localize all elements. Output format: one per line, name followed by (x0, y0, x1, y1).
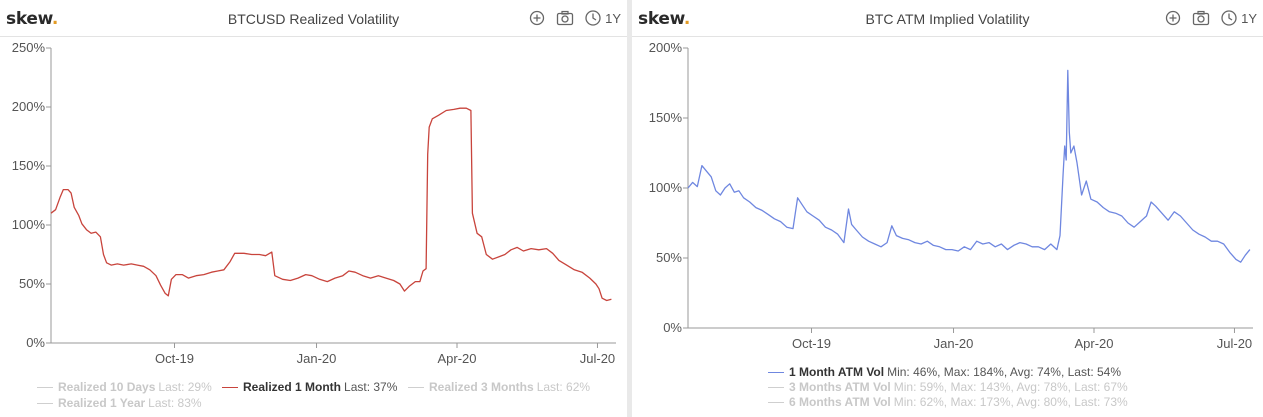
legend-item[interactable]: Realized 3 Months Last: 62% (408, 380, 590, 395)
y-tick-label: 0% (663, 320, 682, 335)
panel-divider (627, 0, 632, 417)
legend-series-name: 1 Month ATM Vol (789, 365, 885, 379)
y-tick-label: 150% (649, 110, 683, 125)
legend-swatch (37, 403, 53, 404)
chart-toolbar: 1Y (528, 9, 621, 27)
chart-title: BTCUSD Realized Volatility (227, 11, 400, 27)
legend-item[interactable]: Realized 1 Year Last: 83% (37, 396, 202, 411)
implied-vol-panel: skew. BTC ATM Implied Volatility 1Y 0% 50… (632, 0, 1263, 417)
y-tick-label: 100% (649, 180, 683, 195)
legend-series-name: Realized 1 Month (243, 380, 342, 394)
chart-title: BTC ATM Implied Volatility (865, 11, 1030, 27)
realized-vol-chart: 0% 50% 100% 150% 200% 250% Oct-19 Jan-20 Apr-20 J… (12, 40, 616, 366)
legend-swatch (408, 387, 424, 388)
clock-icon (585, 10, 601, 26)
panel-header: skew. BTC ATM Implied Volatility 1Y (632, 0, 1263, 37)
y-tick-label: 150% (12, 158, 46, 173)
legend-series-name: 3 Months ATM Vol (789, 380, 891, 394)
legend-series-name: Realized 3 Months (429, 380, 534, 394)
chart-toolbar: 1Y (1164, 9, 1257, 27)
zoom-in-icon[interactable] (1164, 9, 1182, 27)
realized-vol-panel: skew. BTCUSD Realized Volatility 1Y 0% 50… (0, 0, 627, 417)
legend-item[interactable]: 1 Month ATM Vol Min: 46%, Max: 184%, Avg:… (768, 365, 1121, 380)
legend-series-stat: Min: 46%, Max: 184%, Avg: 74%, Last: 54% (887, 365, 1121, 379)
x-tick-label: Oct-19 (792, 336, 831, 351)
legend-series-stat: Last: 62% (536, 380, 591, 394)
legend-series-name: Realized 1 Year (58, 396, 146, 410)
legend-series-stat: Last: 29% (158, 380, 212, 394)
x-tick-label: Apr-20 (437, 351, 476, 366)
y-tick-label: 100% (12, 217, 46, 232)
legend-series-name: 6 Months ATM Vol (789, 395, 891, 409)
x-tick-label: Jul-20 (1217, 336, 1252, 351)
x-tick-label: Jan-20 (934, 336, 974, 351)
legend-item[interactable]: Realized 10 Days Last: 29% (37, 380, 212, 395)
legend-series-stat: Min: 62%, Max: 173%, Avg: 80%, Last: 73% (893, 395, 1128, 409)
y-tick-label: 0% (26, 335, 45, 350)
series-line[interactable] (50, 107, 612, 302)
legend-item[interactable]: 3 Months ATM Vol Min: 59%, Max: 143%, Avg… (768, 380, 1128, 395)
clock-icon (1221, 10, 1237, 26)
legend-item[interactable]: Realized 1 Month Last: 37% (222, 380, 397, 395)
x-tick-label: Oct-19 (155, 351, 194, 366)
legend-series-stat: Min: 59%, Max: 143%, Avg: 78%, Last: 67% (893, 380, 1128, 394)
time-range-button[interactable]: 1Y (584, 9, 621, 27)
legend-series-stat: Last: 37% (344, 380, 398, 394)
y-tick-label: 50% (19, 276, 45, 291)
panel-header: skew. BTCUSD Realized Volatility 1Y (0, 0, 627, 37)
zoom-in-icon[interactable] (528, 9, 546, 27)
y-tick-label: 250% (12, 40, 46, 55)
x-tick-label: Apr-20 (1074, 336, 1113, 351)
legend-series-stat: Last: 83% (148, 396, 202, 410)
y-tick-label: 200% (649, 40, 683, 55)
series-line[interactable] (687, 69, 1251, 263)
time-range-button[interactable]: 1Y (1220, 9, 1257, 27)
x-tick-label: Jul-20 (580, 351, 615, 366)
legend-swatch (222, 387, 238, 388)
legend-swatch (768, 387, 784, 388)
y-tick-label: 50% (656, 250, 682, 265)
legend-swatch (768, 372, 784, 373)
x-tick-label: Jan-20 (297, 351, 337, 366)
time-range-label: 1Y (605, 10, 621, 26)
y-tick-label: 200% (12, 99, 46, 114)
legend-swatch (37, 387, 53, 388)
skew-logo: skew. (6, 9, 59, 29)
time-range-label: 1Y (1241, 10, 1257, 26)
legend-swatch (768, 402, 784, 403)
legend-item[interactable]: 6 Months ATM Vol Min: 62%, Max: 173%, Avg… (768, 395, 1128, 410)
implied-vol-chart: 0% 50% 100% 150% 200% Oct-19 Jan-20 Apr-20 Jul-2… (649, 40, 1253, 351)
camera-icon[interactable] (1192, 9, 1210, 27)
camera-icon[interactable] (556, 9, 574, 27)
skew-logo: skew. (638, 9, 691, 29)
legend-series-name: Realized 10 Days (58, 380, 156, 394)
